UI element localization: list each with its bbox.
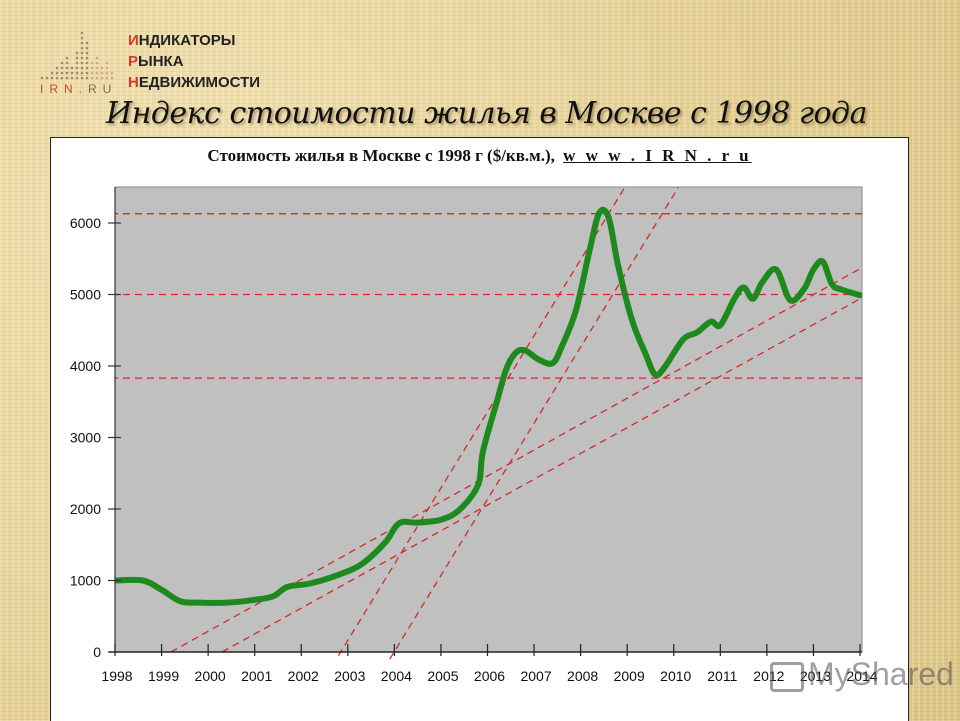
y-tick-label: 4000 — [70, 358, 101, 374]
x-tick-label: 2013 — [800, 668, 831, 684]
x-tick-label: 2012 — [753, 668, 784, 684]
y-tick-label: 5000 — [70, 287, 101, 303]
trend-line — [337, 187, 626, 656]
y-tick-label: 2000 — [70, 501, 101, 517]
x-tick-label: 2009 — [614, 668, 645, 684]
x-tick-label: 2004 — [381, 668, 412, 684]
trend-line — [389, 187, 679, 660]
chart-container: Стоимость жилья в Москве с 1998 г ($/кв.… — [50, 137, 909, 721]
logo-line-2: РЫНКА — [128, 53, 184, 70]
y-tick-label: 6000 — [70, 215, 101, 231]
x-tick-label: 2005 — [427, 668, 458, 684]
chart-title-link[interactable]: w w w . I R N . r u — [563, 146, 752, 165]
x-tick-label: 2010 — [660, 668, 691, 684]
line-chart: 0 1000 2000 3000 4000 5000 6000 1998 1999 2000 200… — [70, 186, 878, 684]
price-line — [115, 206, 862, 606]
y-tick-label: 1000 — [70, 573, 101, 589]
slide-title: Индекс стоимости жилья в Москве с 1998 г… — [106, 96, 867, 131]
x-tick-label: 1999 — [148, 668, 179, 684]
plot-content — [115, 187, 862, 660]
bar-dots-icon — [40, 31, 114, 80]
trend-line — [221, 298, 861, 653]
x-tick-label: 2000 — [195, 668, 226, 684]
x-tick-label: 2006 — [474, 668, 505, 684]
logo-text: ИНДИКАТОРЫ РЫНКА НЕДВИЖИМОСТИ — [128, 30, 260, 93]
x-tick-label: 2001 — [241, 668, 272, 684]
logo-line-1: ИНДИКАТОРЫ — [128, 32, 236, 49]
x-tick-label: 2002 — [288, 668, 319, 684]
y-tick-label: 0 — [93, 644, 101, 660]
watermark: MyShared — [770, 656, 954, 693]
x-tick-label: 2003 — [334, 668, 365, 684]
x-tick-label: 2007 — [520, 668, 551, 684]
x-tick-label: 2008 — [567, 668, 598, 684]
x-tick-label: 2011 — [707, 668, 737, 684]
x-tick-label: 2014 — [846, 668, 877, 684]
irn-logo: IRN.RU ИНДИКАТОРЫ РЫНКА НЕДВИЖИМОСТИ — [38, 30, 298, 100]
x-tick-label: 1998 — [101, 668, 132, 684]
y-tick-label: 3000 — [70, 430, 101, 446]
presentation-icon — [770, 661, 804, 692]
logo-line-3: НЕДВИЖИМОСТИ — [128, 74, 261, 91]
plot-area — [114, 186, 863, 653]
chart-title: Стоимость жилья в Москве с 1998 г ($/кв.… — [51, 146, 908, 166]
chart-title-text: Стоимость жилья в Москве с 1998 г ($/кв.… — [207, 146, 555, 165]
logo-domain: IRN.RU — [40, 82, 118, 96]
